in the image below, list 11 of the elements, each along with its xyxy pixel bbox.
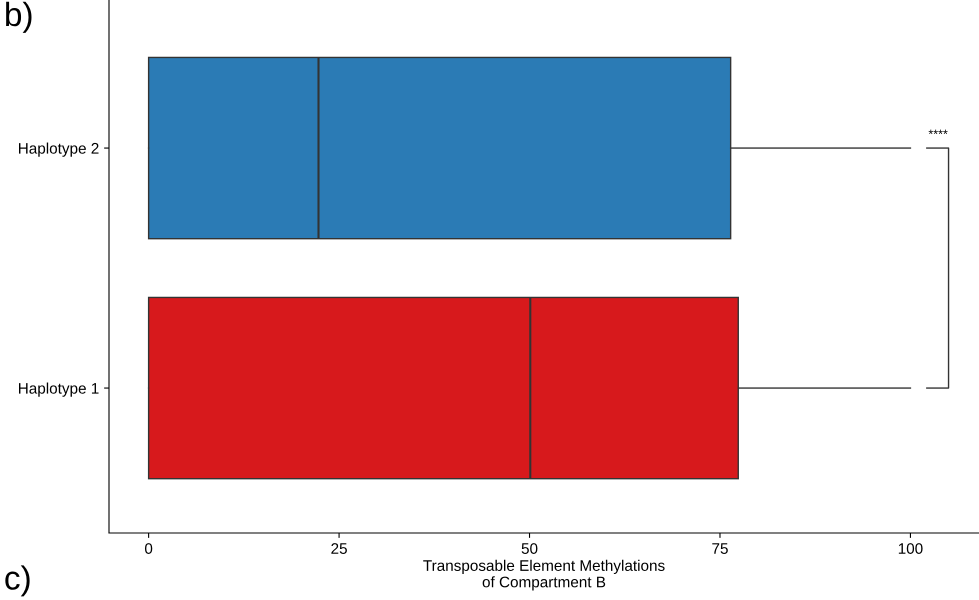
y-tick-label: Haplotype 1	[19, 382, 99, 397]
x-tick-label: 25	[331, 543, 347, 554]
x-axis-title: Transposable Element Methylations of Compartment B	[423, 560, 665, 590]
x-tick-label: 75	[712, 543, 728, 554]
annotation: ****	[928, 130, 948, 134]
y-tick-label: Haplotype 2	[19, 142, 99, 157]
x-tick-label: 0	[144, 543, 152, 554]
text: c)	[5, 565, 30, 596]
x-tick-label: 100	[898, 543, 923, 554]
text: b)	[6, 2, 32, 33]
x-tick-label: 50	[522, 543, 538, 554]
